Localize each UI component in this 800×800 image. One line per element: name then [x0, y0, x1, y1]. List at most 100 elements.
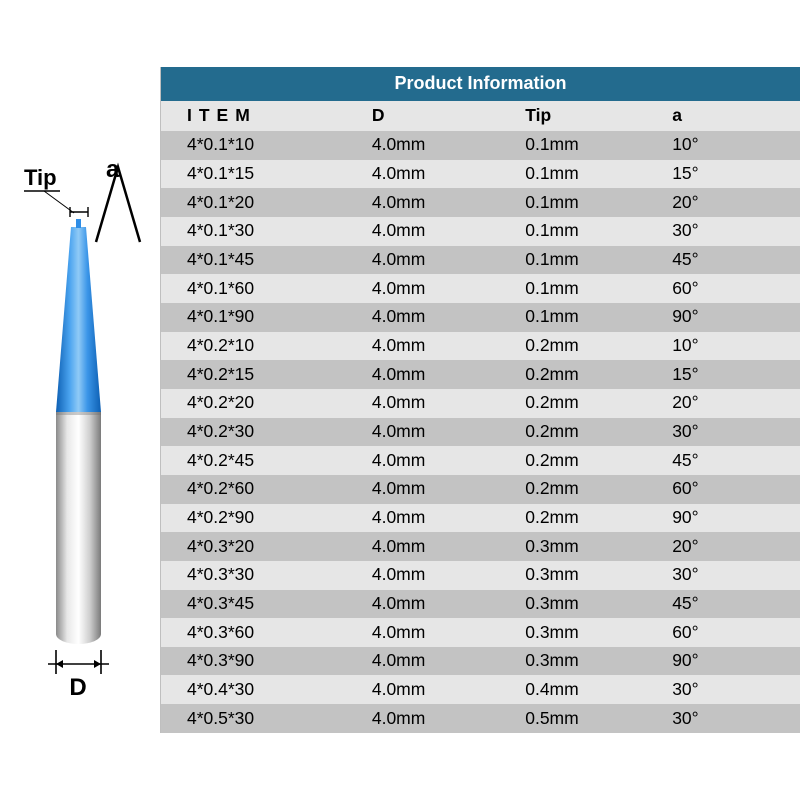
- cell-d: 4.0mm: [372, 561, 525, 590]
- cell-a: 60°: [672, 618, 800, 647]
- cell-tip: 0.3mm: [525, 590, 672, 619]
- bit-tip: [56, 219, 101, 412]
- table-row: 4*0.1*154.0mm0.1mm15°: [161, 160, 800, 189]
- cell-d: 4.0mm: [372, 418, 525, 447]
- cell-a: 20°: [672, 188, 800, 217]
- cell-a: 10°: [672, 131, 800, 160]
- spec-table: Product InformationITEMDTipa4*0.1*104.0m…: [160, 67, 800, 733]
- cell-item: 4*0.5*30: [161, 704, 372, 733]
- table-row: 4*0.1*104.0mm0.1mm10°: [161, 131, 800, 160]
- col-d: D: [372, 101, 525, 131]
- cell-d: 4.0mm: [372, 475, 525, 504]
- table-row: 4*0.1*454.0mm0.1mm45°: [161, 246, 800, 275]
- cell-d: 4.0mm: [372, 675, 525, 704]
- cell-item: 4*0.2*30: [161, 418, 372, 447]
- cell-a: 30°: [672, 704, 800, 733]
- cell-item: 4*0.3*90: [161, 647, 372, 676]
- cell-tip: 0.1mm: [525, 217, 672, 246]
- table-row: 4*0.2*604.0mm0.2mm60°: [161, 475, 800, 504]
- cell-a: 10°: [672, 332, 800, 361]
- cell-tip: 0.3mm: [525, 532, 672, 561]
- col-item: ITEM: [161, 101, 372, 131]
- cell-item: 4*0.2*15: [161, 360, 372, 389]
- cell-a: 90°: [672, 647, 800, 676]
- table-row: 4*0.2*154.0mm0.2mm15°: [161, 360, 800, 389]
- col-a: a: [672, 101, 800, 131]
- cell-item: 4*0.4*30: [161, 675, 372, 704]
- cell-tip: 0.3mm: [525, 561, 672, 590]
- cell-tip: 0.2mm: [525, 360, 672, 389]
- cell-tip: 0.3mm: [525, 647, 672, 676]
- cell-item: 4*0.2*60: [161, 475, 372, 504]
- cell-d: 4.0mm: [372, 274, 525, 303]
- cell-item: 4*0.3*60: [161, 618, 372, 647]
- cell-tip: 0.2mm: [525, 446, 672, 475]
- bit-diagram: Tip a D: [0, 67, 160, 733]
- cell-d: 4.0mm: [372, 647, 525, 676]
- bit-shank: [56, 412, 101, 644]
- cell-item: 4*0.1*90: [161, 303, 372, 332]
- cell-tip: 0.1mm: [525, 274, 672, 303]
- table-title: Product Information: [161, 67, 800, 101]
- cell-tip: 0.1mm: [525, 246, 672, 275]
- cell-d: 4.0mm: [372, 590, 525, 619]
- col-tip: Tip: [525, 101, 672, 131]
- d-label: D: [69, 674, 86, 701]
- table-row: 4*0.2*104.0mm0.2mm10°: [161, 332, 800, 361]
- cell-tip: 0.1mm: [525, 188, 672, 217]
- cell-item: 4*0.1*10: [161, 131, 372, 160]
- cell-item: 4*0.1*15: [161, 160, 372, 189]
- cell-a: 90°: [672, 303, 800, 332]
- cell-tip: 0.2mm: [525, 475, 672, 504]
- table-row: 4*0.3*204.0mm0.3mm20°: [161, 532, 800, 561]
- table-row: 4*0.3*304.0mm0.3mm30°: [161, 561, 800, 590]
- table-row: 4*0.4*304.0mm0.4mm30°: [161, 675, 800, 704]
- cell-d: 4.0mm: [372, 332, 525, 361]
- table-row: 4*0.3*454.0mm0.3mm45°: [161, 590, 800, 619]
- table-row: 4*0.1*904.0mm0.1mm90°: [161, 303, 800, 332]
- cell-d: 4.0mm: [372, 131, 525, 160]
- cell-item: 4*0.1*60: [161, 274, 372, 303]
- cell-tip: 0.1mm: [525, 160, 672, 189]
- cell-tip: 0.2mm: [525, 332, 672, 361]
- cell-d: 4.0mm: [372, 303, 525, 332]
- table-row: 4*0.5*304.0mm0.5mm30°: [161, 704, 800, 733]
- cell-tip: 0.2mm: [525, 504, 672, 533]
- d-callout: D: [48, 650, 109, 701]
- table-row: 4*0.1*604.0mm0.1mm60°: [161, 274, 800, 303]
- cell-a: 45°: [672, 590, 800, 619]
- table-row: 4*0.2*204.0mm0.2mm20°: [161, 389, 800, 418]
- cell-a: 30°: [672, 217, 800, 246]
- cell-d: 4.0mm: [372, 160, 525, 189]
- cell-a: 30°: [672, 418, 800, 447]
- table-row: 4*0.3*904.0mm0.3mm90°: [161, 647, 800, 676]
- cell-item: 4*0.2*10: [161, 332, 372, 361]
- cell-a: 30°: [672, 675, 800, 704]
- cell-tip: 0.2mm: [525, 389, 672, 418]
- cell-item: 4*0.1*20: [161, 188, 372, 217]
- cell-item: 4*0.2*90: [161, 504, 372, 533]
- cell-d: 4.0mm: [372, 446, 525, 475]
- table-row: 4*0.2*304.0mm0.2mm30°: [161, 418, 800, 447]
- cell-d: 4.0mm: [372, 704, 525, 733]
- cell-tip: 0.2mm: [525, 418, 672, 447]
- cell-item: 4*0.1*45: [161, 246, 372, 275]
- cell-a: 20°: [672, 532, 800, 561]
- cell-d: 4.0mm: [372, 504, 525, 533]
- table-row: 4*0.2*454.0mm0.2mm45°: [161, 446, 800, 475]
- cell-tip: 0.5mm: [525, 704, 672, 733]
- cell-d: 4.0mm: [372, 360, 525, 389]
- cell-tip: 0.4mm: [525, 675, 672, 704]
- tip-label: Tip: [24, 165, 57, 190]
- table-row: 4*0.1*304.0mm0.1mm30°: [161, 217, 800, 246]
- tip-callout: Tip: [24, 165, 88, 217]
- cell-tip: 0.1mm: [525, 131, 672, 160]
- cell-d: 4.0mm: [372, 389, 525, 418]
- cell-item: 4*0.3*45: [161, 590, 372, 619]
- cell-a: 30°: [672, 561, 800, 590]
- cell-a: 20°: [672, 389, 800, 418]
- table-row: 4*0.3*604.0mm0.3mm60°: [161, 618, 800, 647]
- cell-item: 4*0.3*20: [161, 532, 372, 561]
- cell-a: 60°: [672, 475, 800, 504]
- cell-item: 4*0.3*30: [161, 561, 372, 590]
